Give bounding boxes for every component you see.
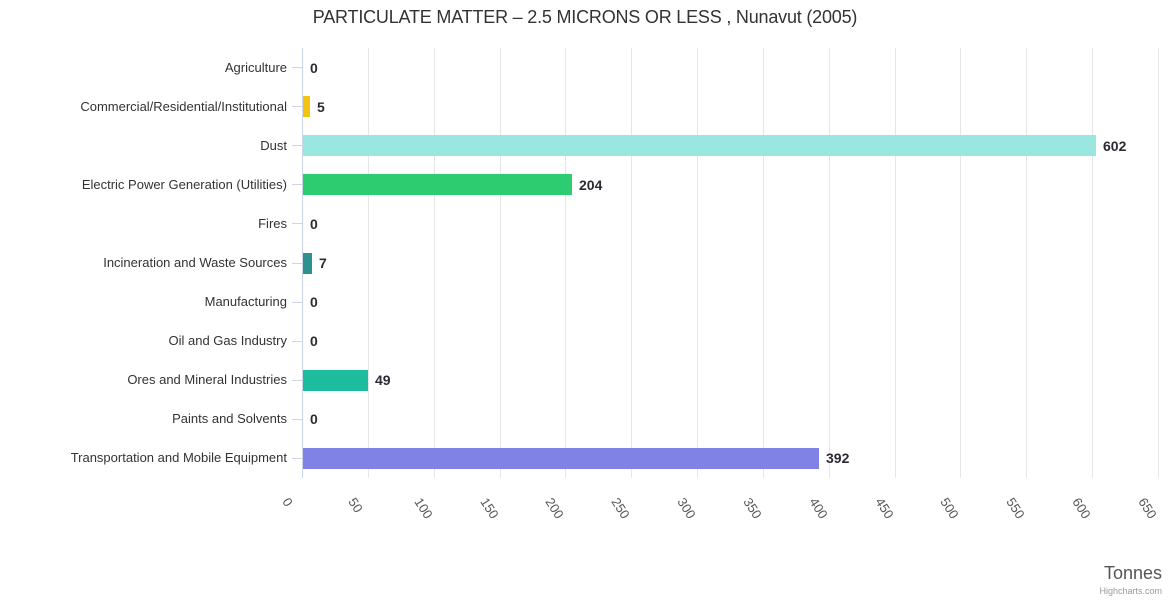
bar[interactable]	[303, 252, 312, 274]
x-tick-label: 500	[937, 495, 963, 522]
x-tick-label: 650	[1135, 495, 1160, 522]
bar[interactable]	[303, 135, 1096, 157]
bar[interactable]	[303, 96, 310, 118]
x-tick-label: 450	[872, 495, 897, 522]
category-label: Manufacturing	[204, 294, 287, 310]
category-label: Fires	[258, 215, 287, 231]
category-label: Electric Power Generation (Utilities)	[81, 176, 287, 192]
value-label: 392	[826, 450, 850, 467]
grid-line	[1092, 48, 1094, 478]
grid-line	[631, 48, 633, 478]
category-label: Transportation and Mobile Equipment	[70, 450, 287, 466]
highcharts-credits-link[interactable]: Highcharts.com	[1099, 586, 1162, 596]
value-label: 204	[579, 176, 603, 193]
grid-line	[960, 48, 962, 478]
value-label: 0	[310, 411, 318, 428]
category-label: Ores and Mineral Industries	[127, 372, 287, 388]
category-label: Incineration and Waste Sources	[103, 255, 287, 270]
value-label: 602	[1103, 137, 1127, 154]
y-tick	[292, 340, 302, 342]
y-tick	[292, 379, 302, 381]
y-tick	[292, 184, 302, 186]
x-tick-label: 300	[674, 495, 699, 522]
y-tick	[292, 223, 302, 225]
grid-line	[828, 48, 830, 478]
y-tick	[292, 301, 302, 303]
x-tick-label: 350	[740, 495, 765, 522]
x-tick-label: 600	[1069, 495, 1094, 522]
x-tick-label: 50	[345, 495, 366, 516]
grid-line	[499, 48, 501, 478]
value-label: 49	[375, 372, 391, 389]
grid-line	[565, 48, 567, 478]
grid-line	[1158, 48, 1159, 478]
y-tick	[292, 457, 302, 459]
grid-line	[433, 48, 435, 478]
value-label: 5	[317, 98, 325, 115]
x-axis-title: Tonnes	[1103, 563, 1162, 583]
value-label: 0	[310, 215, 318, 232]
value-label: 0	[310, 333, 318, 350]
y-axis-line	[302, 48, 303, 478]
bar[interactable]	[303, 447, 819, 469]
category-label: Commercial/Residential/Institutional	[80, 98, 287, 114]
category-label: Paints and Solvents	[172, 411, 287, 427]
chart-title: PARTICULATE MATTER – 2.5 MICRONS OR LESS…	[312, 7, 858, 27]
grid-line	[762, 48, 764, 478]
grid-line	[1026, 48, 1028, 478]
x-tick-label: 100	[411, 495, 436, 522]
x-tick-label: 200	[542, 495, 568, 522]
category-label: Agriculture	[224, 59, 287, 75]
y-tick	[292, 418, 302, 420]
x-tick-label: 250	[608, 495, 634, 522]
x-tick-label: 0	[279, 495, 296, 510]
x-tick-label: 550	[1003, 495, 1029, 522]
value-label: 7	[319, 255, 327, 271]
y-tick	[292, 262, 302, 264]
grid-line	[894, 48, 896, 478]
value-label: 0	[310, 59, 318, 76]
y-tick	[292, 106, 302, 108]
y-tick	[292, 145, 302, 147]
bar[interactable]	[303, 369, 368, 391]
grid-line	[697, 48, 699, 478]
value-label: 0	[310, 294, 318, 311]
x-tick-label: 150	[476, 495, 502, 522]
x-tick-label: 400	[806, 495, 831, 522]
category-label: Oil and Gas Industry	[168, 333, 288, 349]
bar[interactable]	[303, 174, 572, 196]
category-label: Dust	[260, 137, 287, 153]
y-tick	[292, 67, 302, 69]
grid-line	[367, 48, 369, 478]
